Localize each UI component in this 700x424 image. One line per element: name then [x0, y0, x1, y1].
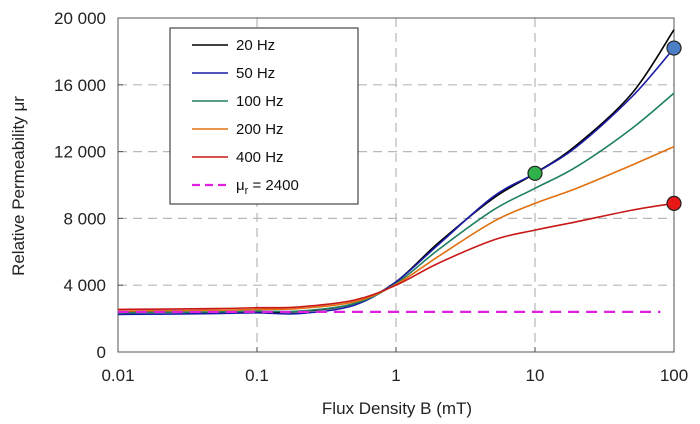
series-line — [117, 145, 675, 312]
legend-box — [169, 27, 359, 205]
y-tick-label: 0 — [97, 343, 106, 362]
legend-label: 100 Hz — [236, 93, 284, 110]
x-axis-title: Flux Density B (mT) — [322, 399, 472, 418]
y-tick-label: 16 000 — [54, 76, 106, 95]
tick-labels: 0.01 0.1 1 10 100 0 4 000 8 000 12 000 16 000 20 0… — [54, 9, 688, 385]
legend-label: 20 Hz — [236, 37, 275, 54]
x-tick-label: 0.1 — [245, 366, 269, 385]
y-tick-label: 20 000 — [54, 9, 106, 28]
series-line — [117, 202, 675, 311]
y-axis-title: Relative Permeability μr — [9, 96, 28, 276]
x-tick-label: 0.01 — [101, 366, 134, 385]
legend-label: 50 Hz — [236, 65, 275, 82]
y-tick-label: 12 000 — [54, 143, 106, 162]
x-tick-label: 10 — [526, 366, 545, 385]
data-marker — [666, 195, 682, 211]
legend-label: μr = 2400 — [236, 177, 299, 197]
y-tick-label: 4 000 — [63, 276, 106, 295]
legend: 20 Hz 50 Hz 100 Hz 200 Hz 400 Hz μr = 2400 — [169, 27, 359, 205]
x-tick-label: 100 — [660, 366, 688, 385]
data-marker — [527, 165, 543, 181]
highlight-markers — [527, 40, 682, 211]
legend-label: 400 Hz — [236, 149, 284, 166]
x-tick-label: 1 — [391, 366, 400, 385]
series-lines — [117, 29, 675, 316]
data-marker — [666, 40, 682, 56]
legend-label: 200 Hz — [236, 121, 284, 138]
y-tick-label: 8 000 — [63, 209, 106, 228]
